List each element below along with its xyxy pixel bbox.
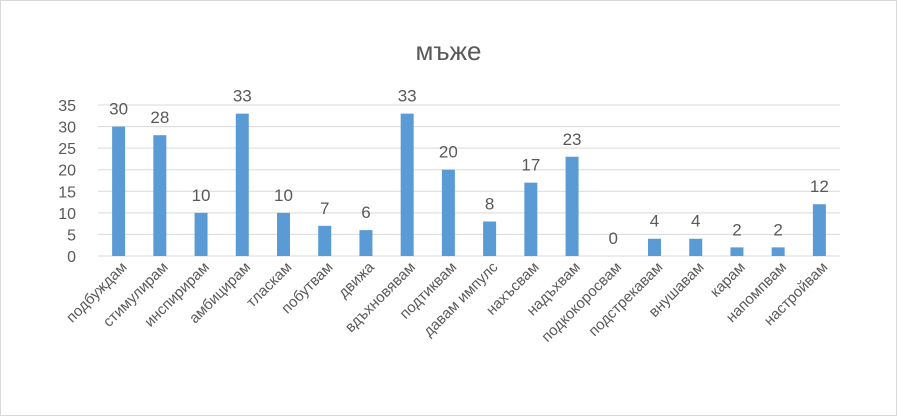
data-label: 8 — [485, 194, 494, 213]
data-label: 20 — [439, 143, 458, 162]
bar — [400, 113, 414, 256]
data-label: 30 — [109, 100, 128, 119]
y-tick-label: 20 — [58, 163, 76, 180]
bar — [524, 182, 538, 256]
data-label: 6 — [361, 203, 370, 222]
y-tick-label: 5 — [67, 227, 76, 244]
bar — [771, 247, 785, 256]
gridlines — [98, 104, 840, 257]
bar — [153, 135, 167, 256]
y-tick-label: 0 — [67, 249, 76, 266]
bar — [194, 212, 208, 256]
data-label: 28 — [150, 108, 169, 127]
data-label: 10 — [274, 186, 293, 205]
y-tick-label: 25 — [58, 141, 76, 158]
data-label: 33 — [398, 87, 417, 106]
bar — [277, 212, 290, 256]
bar — [689, 238, 703, 256]
data-label: 17 — [521, 156, 540, 175]
data-label: 23 — [563, 130, 582, 149]
bar — [112, 126, 126, 256]
data-label: 12 — [810, 177, 829, 196]
y-tick-label: 35 — [58, 98, 76, 115]
bar — [441, 169, 455, 256]
data-label: 2 — [773, 220, 782, 239]
data-labels: 30 28 10 33 10 7 6 33 20 8 17 23 0 4 4 2 2 12 — [109, 87, 829, 248]
data-label: 33 — [233, 87, 252, 106]
bar — [812, 204, 826, 256]
data-label: 2 — [732, 220, 741, 239]
y-axis-ticks: 0 5 10 15 20 25 30 35 — [58, 98, 76, 266]
bar — [483, 221, 497, 256]
bar — [648, 238, 661, 256]
y-tick-label: 10 — [58, 206, 76, 223]
chart-title: мъже — [415, 36, 482, 66]
bar — [318, 225, 332, 256]
bars — [112, 113, 826, 256]
bar — [235, 113, 249, 256]
data-label: 0 — [609, 229, 618, 248]
bar — [565, 156, 579, 256]
data-label: 10 — [192, 186, 211, 205]
data-label: 7 — [320, 199, 329, 218]
x-axis-labels: подбуждамстимулираминспирирамамбицирамтл… — [63, 258, 831, 345]
data-label: 4 — [691, 212, 700, 231]
data-label: 4 — [650, 212, 659, 231]
bar — [730, 247, 744, 256]
bar — [359, 230, 373, 256]
y-tick-label: 15 — [58, 184, 76, 201]
y-tick-label: 30 — [58, 120, 76, 137]
